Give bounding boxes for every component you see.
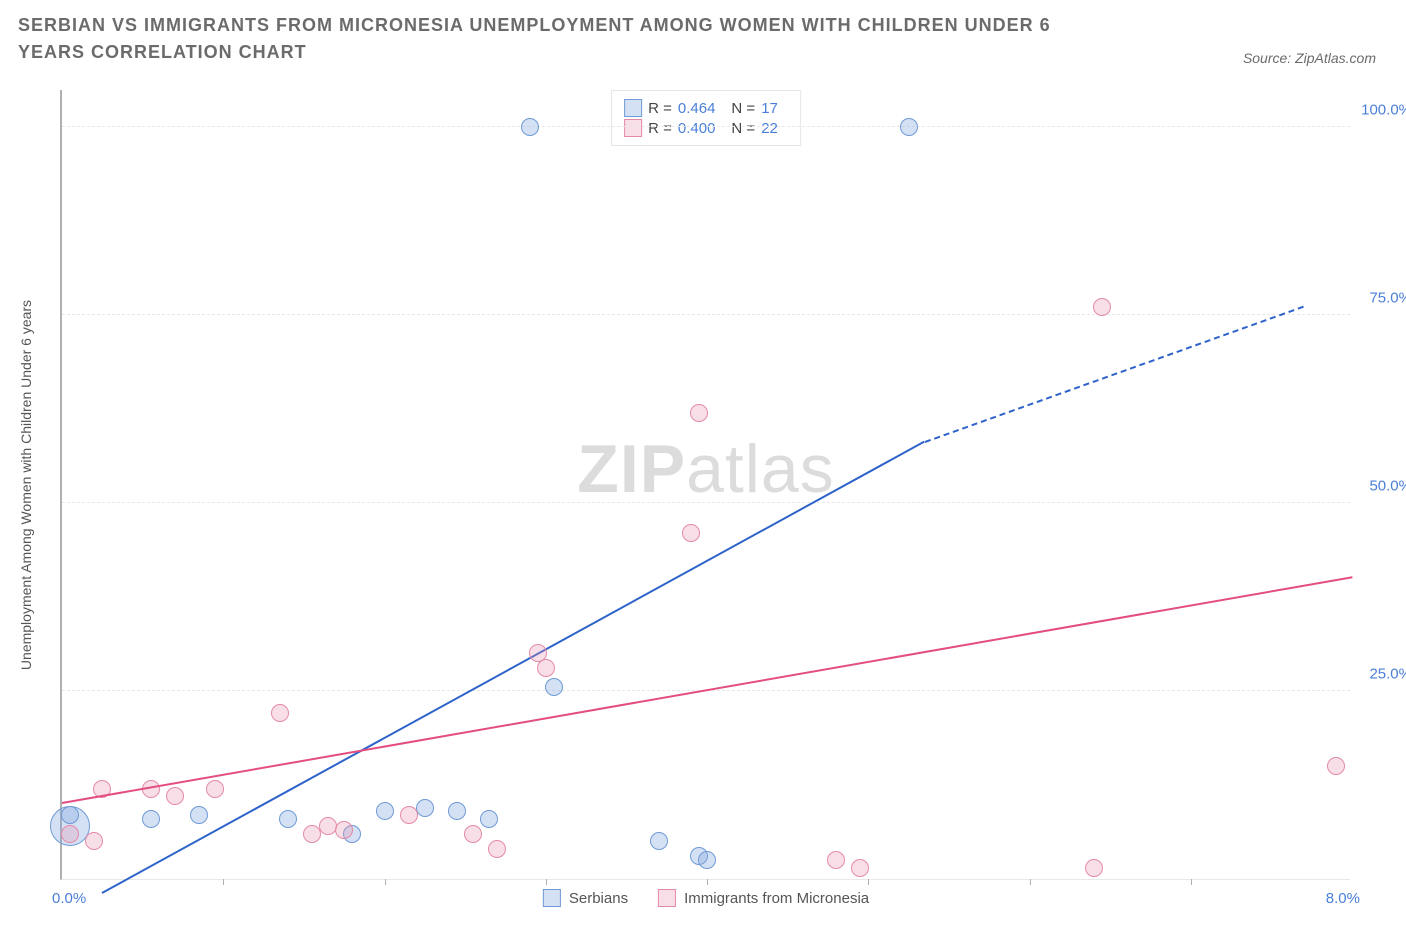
y-tick-label: 75.0% (1357, 289, 1406, 306)
gridline (62, 314, 1350, 315)
gridline (62, 126, 1350, 127)
stats-legend: R = 0.464 N = 17 R = 0.400 N = 22 (611, 90, 801, 146)
y-tick-label: 100.0% (1357, 101, 1406, 118)
data-point (319, 817, 337, 835)
trend-line (102, 441, 925, 894)
watermark-bold: ZIP (577, 431, 686, 507)
legend-series-label: Immigrants from Micronesia (684, 890, 869, 907)
data-point (400, 806, 418, 824)
legend-series-label: Serbians (569, 890, 628, 907)
legend-n-value: 17 (761, 100, 778, 117)
data-point (464, 825, 482, 843)
legend-swatch (624, 119, 642, 137)
data-point (480, 810, 498, 828)
legend-swatch (624, 99, 642, 117)
legend-r-value: 0.400 (678, 120, 716, 137)
legend-n-value: 22 (761, 120, 778, 137)
data-point (416, 799, 434, 817)
chart-title: SERBIAN VS IMMIGRANTS FROM MICRONESIA UN… (18, 12, 1118, 66)
data-point (1085, 859, 1103, 877)
data-point (537, 659, 555, 677)
x-axis-min-label: 0.0% (52, 890, 86, 907)
data-point (650, 832, 668, 850)
x-tick (868, 879, 869, 885)
source-label: Source: ZipAtlas.com (1243, 50, 1376, 66)
x-tick (385, 879, 386, 885)
trend-line (924, 305, 1304, 442)
data-point (190, 806, 208, 824)
data-point (85, 832, 103, 850)
legend-swatch (658, 889, 676, 907)
data-point (851, 859, 869, 877)
legend-item: Serbians (543, 889, 628, 907)
x-tick (1030, 879, 1031, 885)
data-point (1093, 298, 1111, 316)
legend-item: Immigrants from Micronesia (658, 889, 869, 907)
data-point (61, 806, 79, 824)
data-point (545, 678, 563, 696)
legend-swatch (543, 889, 561, 907)
data-point (521, 118, 539, 136)
data-point (900, 118, 918, 136)
legend-n-label: N = (731, 120, 755, 137)
x-tick (707, 879, 708, 885)
legend-r-label: R = (648, 100, 672, 117)
scatter-plot-area: ZIPatlas Unemployment Among Women with C… (60, 90, 1350, 880)
data-point (61, 825, 79, 843)
legend-r-value: 0.464 (678, 100, 716, 117)
data-point (448, 802, 466, 820)
x-tick (1191, 879, 1192, 885)
data-point (271, 704, 289, 722)
data-point (376, 802, 394, 820)
x-axis-max-label: 8.0% (1326, 890, 1360, 907)
data-point (690, 404, 708, 422)
y-tick-label: 25.0% (1357, 665, 1406, 682)
legend-row: R = 0.400 N = 22 (624, 119, 788, 137)
data-point (682, 524, 700, 542)
gridline (62, 502, 1350, 503)
data-point (698, 851, 716, 869)
data-point (335, 821, 353, 839)
data-point (166, 787, 184, 805)
data-point (1327, 757, 1345, 775)
legend-n-label: N = (731, 100, 755, 117)
data-point (488, 840, 506, 858)
series-legend: Serbians Immigrants from Micronesia (543, 889, 869, 907)
data-point (827, 851, 845, 869)
watermark: ZIPatlas (577, 430, 834, 508)
data-point (279, 810, 297, 828)
x-tick (546, 879, 547, 885)
x-tick (223, 879, 224, 885)
watermark-light: atlas (686, 431, 835, 507)
legend-r-label: R = (648, 120, 672, 137)
data-point (206, 780, 224, 798)
y-tick-label: 50.0% (1357, 477, 1406, 494)
legend-row: R = 0.464 N = 17 (624, 99, 788, 117)
data-point (142, 810, 160, 828)
y-axis-label: Unemployment Among Women with Children U… (18, 299, 34, 669)
